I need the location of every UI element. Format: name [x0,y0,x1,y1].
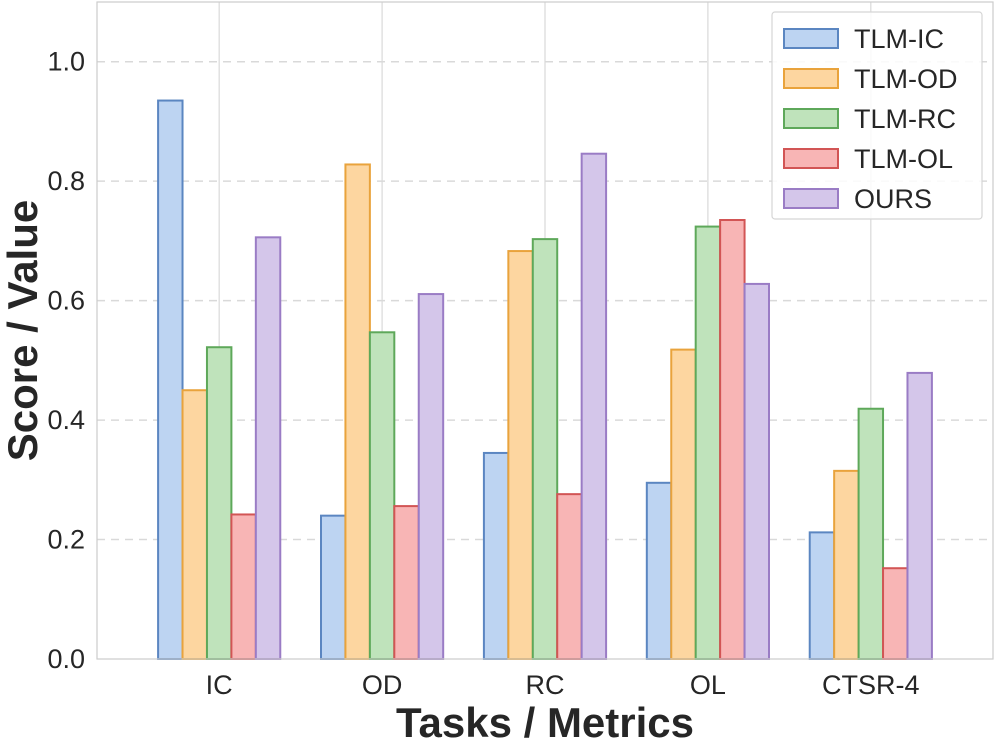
legend-label: TLM-RC [854,104,956,134]
legend-label: TLM-OL [854,144,953,174]
bar-tlm-od-rc [507,250,534,661]
legend-label: OURS [854,184,932,214]
legend-swatch [783,68,839,89]
y-tick-label: 0.6 [47,286,85,316]
bar-tlm-ol-ctsr-4 [882,567,909,660]
legend-label: TLM-OD [854,64,958,94]
y-tick-label: 0.4 [47,405,85,435]
x-tick-label: OL [690,670,726,700]
bar-tlm-od-ol [670,348,697,660]
y-axis-title: Score / Value [0,200,46,461]
bar-tlm-ic-od [320,514,347,660]
bar-tlm-od-ctsr-4 [833,469,860,661]
bar-tlm-ic-rc [482,451,510,661]
x-tick-label: CTSR-4 [822,670,920,700]
bar-tlm-rc-ctsr-4 [857,407,885,661]
bar-tlm-ic-ic [157,99,184,661]
bar-tlm-ol-ic [230,513,257,661]
bar-tlm-rc-ol [694,225,722,660]
x-tick-label: IC [206,670,233,700]
bar-tlm-ol-od [393,505,420,660]
bar-tlm-rc-ic [205,346,233,660]
bar-tlm-rc-od [368,331,396,660]
plot-frame [96,1,994,660]
bar-tlm-ic-ol [645,481,673,660]
y-tick-label: 0.0 [47,644,85,674]
bar-ours-ic [254,236,282,661]
bar-ours-rc [580,152,608,660]
y-tick-label: 0.8 [47,166,85,196]
legend-swatch [783,28,839,49]
bar-tlm-od-ic [181,389,208,660]
legend-label: TLM-IC [854,24,944,54]
bar-tlm-ol-rc [556,493,583,661]
bar-tlm-ic-ctsr-4 [808,531,836,660]
x-tick-label: OD [362,670,403,700]
y-tick-labels: 0.0 0.2 0.4 0.6 0.8 1.0 [47,47,85,674]
y-tick-label: 0.2 [47,525,85,555]
x-axis-title: Tasks / Metrics [396,699,694,744]
bar-tlm-od-od [344,163,371,660]
legend-swatch [783,188,839,209]
bar-ours-ctsr-4 [906,371,933,660]
bar-tlm-rc-rc [531,238,559,660]
x-tick-labels: IC OD RC OL CTSR-4 [206,670,920,700]
y-tick-label: 1.0 [47,47,85,77]
bar-ours-ol [743,282,771,660]
legend-swatch [783,148,839,169]
x-tick-label: RC [526,670,565,700]
legend-swatch [783,108,839,129]
bar-tlm-ol-ol [719,219,746,660]
legend: TLM-IC TLM-OD TLM-RC TLM-OL OURS [771,11,983,220]
bar-ours-od [417,293,445,660]
